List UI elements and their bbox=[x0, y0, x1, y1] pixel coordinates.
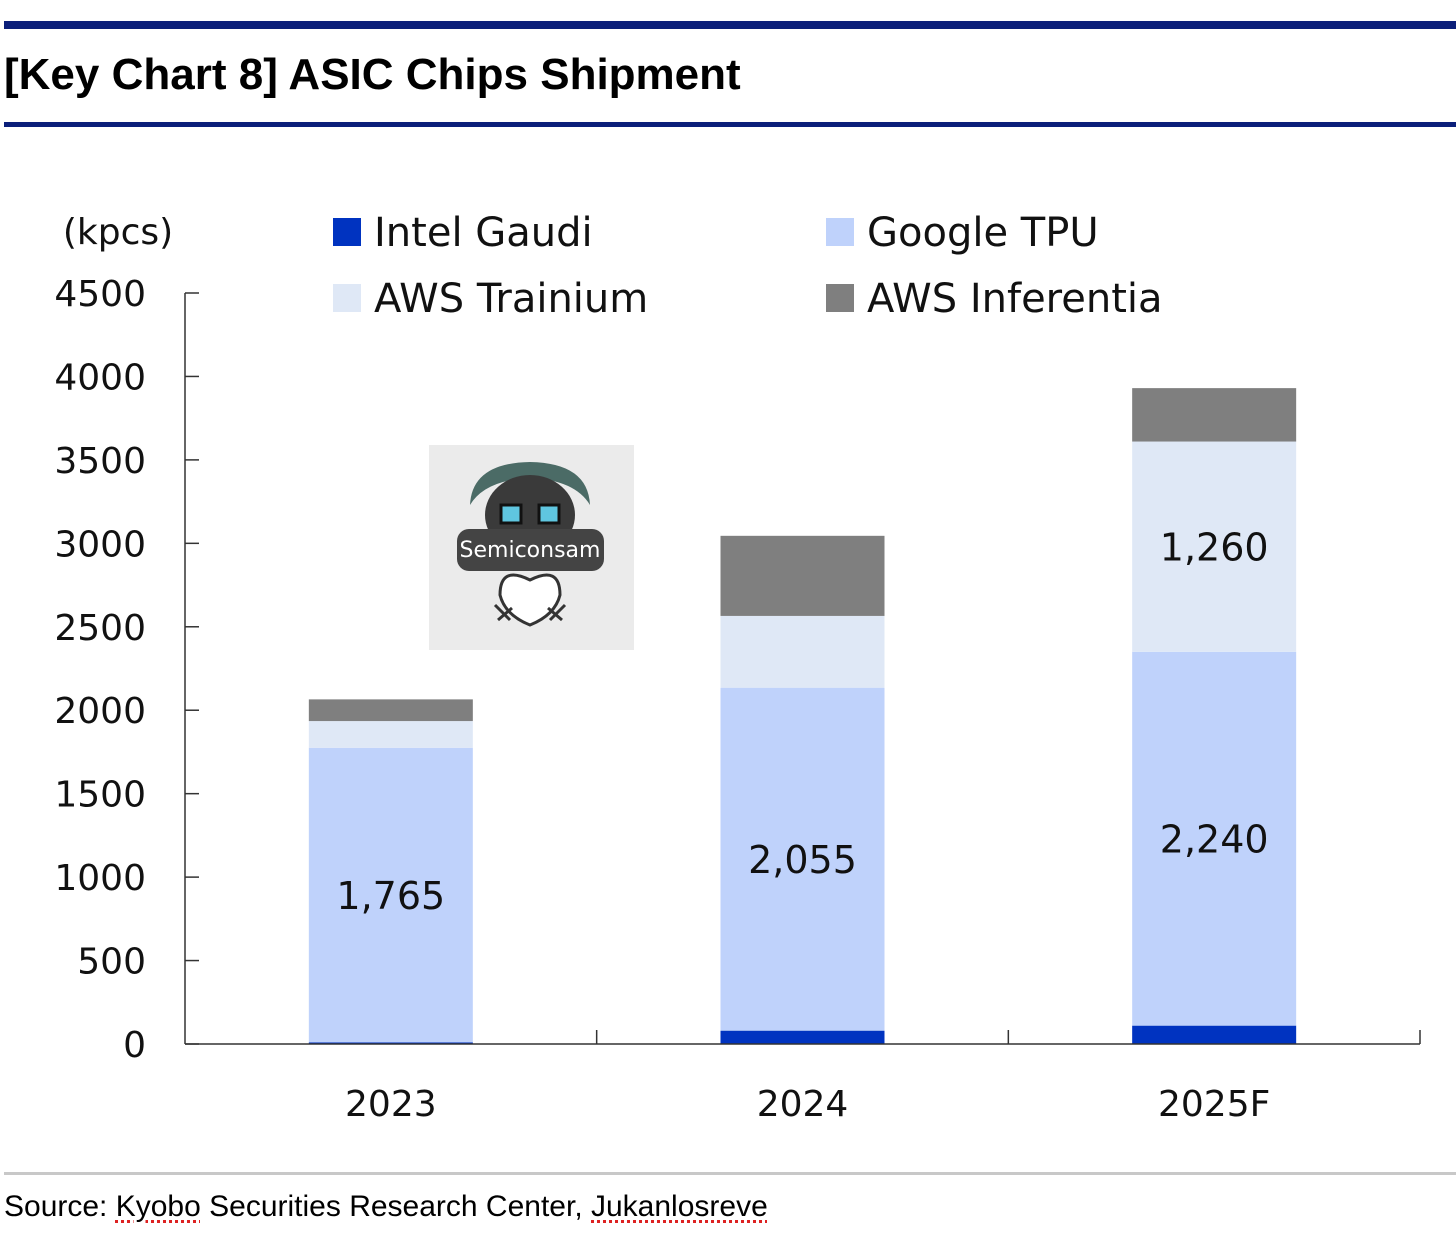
bar-aws-inferentia-2025f bbox=[1132, 388, 1297, 442]
x-tick-label-2024: 2024 bbox=[757, 1084, 849, 1125]
chart-legend: Intel Gaudi Google TPU AWS Trainium AWS Inf… bbox=[333, 210, 1163, 322]
y-tick-label-1500: 1500 bbox=[54, 775, 146, 816]
chart-bars bbox=[308, 388, 1297, 1044]
title-rule bbox=[4, 122, 1456, 127]
watermark-hair bbox=[470, 462, 590, 505]
bar-intel-gaudi-2025f bbox=[1132, 1025, 1297, 1044]
source-prefix: Source: bbox=[4, 1190, 116, 1223]
watermark-label-box bbox=[457, 529, 604, 571]
y-tick-label-4500: 4500 bbox=[54, 274, 146, 315]
watermark-glasses-left bbox=[499, 503, 523, 525]
source-rule bbox=[4, 1172, 1456, 1175]
chart-axes: 2023 2024 2025F 0 500 1000 1500 2000 2500 3000 350… bbox=[54, 212, 1421, 1125]
chart-data-labels: 1,765 2,055 2,240 1,260 bbox=[336, 526, 1268, 918]
source-middle: Securities Research Center, bbox=[200, 1190, 591, 1223]
semiconsam-watermark: Semiconsam bbox=[429, 445, 634, 650]
watermark-glasses-right bbox=[537, 503, 561, 525]
top-rule bbox=[4, 21, 1456, 29]
y-tick-label-2000: 2000 bbox=[54, 691, 146, 732]
bar-aws-inferentia-2024 bbox=[720, 535, 885, 616]
y-tick-label-500: 500 bbox=[77, 942, 146, 983]
y-tick-label-3000: 3000 bbox=[54, 524, 146, 565]
stacked-bar-chart: Intel Gaudi Google TPU AWS Trainium AWS Inf… bbox=[54, 210, 1421, 1125]
y-tick-label-0: 0 bbox=[123, 1025, 146, 1066]
watermark-label: Semiconsam bbox=[460, 538, 601, 563]
data-label-google-tpu-2023: 1,765 bbox=[336, 874, 445, 918]
legend-swatch-aws-inferentia bbox=[826, 284, 854, 312]
bar-intel-gaudi-2024 bbox=[720, 1030, 885, 1044]
bar-google-tpu-2025f bbox=[1132, 651, 1297, 1026]
bar-aws-trainium-2023 bbox=[308, 721, 473, 748]
y-tick-label-1000: 1000 bbox=[54, 858, 146, 899]
data-label-google-tpu-2024: 2,055 bbox=[748, 838, 857, 882]
legend-swatch-intel-gaudi bbox=[333, 218, 361, 246]
x-tick-label-2023: 2023 bbox=[345, 1084, 437, 1125]
y-tick-label-4000: 4000 bbox=[54, 357, 146, 398]
page-title: [Key Chart 8] ASIC Chips Shipment bbox=[4, 50, 741, 99]
legend-label-aws-trainium: AWS Trainium bbox=[374, 276, 648, 322]
legend-label-google-tpu: Google TPU bbox=[867, 210, 1099, 256]
data-label-google-tpu-2025f: 2,240 bbox=[1160, 818, 1269, 862]
source-note: Source: Kyobo Securities Research Center… bbox=[4, 1190, 768, 1224]
source-org: Kyobo bbox=[115, 1190, 201, 1223]
legend-label-aws-inferentia: AWS Inferentia bbox=[867, 276, 1163, 322]
watermark-heart-icon bbox=[498, 573, 562, 627]
legend-label-intel-gaudi: Intel Gaudi bbox=[374, 210, 593, 256]
watermark-hands bbox=[493, 603, 567, 622]
bar-aws-trainium-2024 bbox=[720, 615, 885, 688]
legend-swatch-google-tpu bbox=[826, 218, 854, 246]
bar-google-tpu-2024 bbox=[720, 687, 885, 1031]
source-author: Jukanlosreve bbox=[591, 1190, 768, 1223]
bar-aws-trainium-2025f bbox=[1132, 441, 1297, 652]
y-tick-label-3500: 3500 bbox=[54, 441, 146, 482]
legend-swatch-aws-trainium bbox=[333, 284, 361, 312]
bar-aws-inferentia-2023 bbox=[308, 699, 473, 722]
y-tick-label-2500: 2500 bbox=[54, 608, 146, 649]
bar-intel-gaudi-2023 bbox=[308, 1042, 473, 1044]
data-label-aws-trainium-2025f: 1,260 bbox=[1160, 526, 1269, 570]
x-tick-label-2025f: 2025F bbox=[1158, 1084, 1270, 1125]
y-axis-unit-label: (kpcs) bbox=[63, 212, 173, 253]
bar-google-tpu-2023 bbox=[308, 747, 473, 1043]
